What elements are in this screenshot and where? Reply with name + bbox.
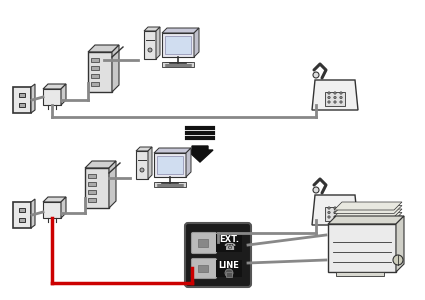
Polygon shape xyxy=(154,153,186,177)
Polygon shape xyxy=(144,27,160,31)
Polygon shape xyxy=(85,168,109,208)
Circle shape xyxy=(148,48,152,52)
Polygon shape xyxy=(61,84,66,105)
Polygon shape xyxy=(136,151,148,179)
Polygon shape xyxy=(43,197,66,202)
Circle shape xyxy=(313,72,319,78)
Circle shape xyxy=(340,207,342,209)
Bar xyxy=(91,82,99,86)
FancyBboxPatch shape xyxy=(192,259,216,278)
Polygon shape xyxy=(136,147,152,151)
Circle shape xyxy=(340,96,342,99)
Polygon shape xyxy=(334,206,402,214)
Bar xyxy=(19,103,25,107)
Bar xyxy=(165,36,191,54)
Bar xyxy=(19,218,25,222)
Bar xyxy=(19,93,25,97)
Polygon shape xyxy=(334,212,402,220)
Polygon shape xyxy=(148,147,152,179)
Polygon shape xyxy=(31,84,35,113)
Polygon shape xyxy=(112,45,119,92)
Polygon shape xyxy=(156,27,160,59)
Polygon shape xyxy=(186,148,191,177)
Polygon shape xyxy=(109,161,116,208)
Polygon shape xyxy=(13,202,31,228)
Polygon shape xyxy=(43,89,61,105)
Circle shape xyxy=(334,96,336,99)
Circle shape xyxy=(334,92,336,94)
Polygon shape xyxy=(396,216,404,272)
Polygon shape xyxy=(43,202,61,218)
Bar xyxy=(216,260,242,277)
Polygon shape xyxy=(328,216,404,224)
Polygon shape xyxy=(162,33,194,57)
Bar xyxy=(91,74,99,78)
Circle shape xyxy=(340,216,342,218)
Circle shape xyxy=(328,207,330,209)
Bar xyxy=(325,207,345,221)
Bar xyxy=(91,58,99,62)
Polygon shape xyxy=(43,84,66,89)
Circle shape xyxy=(334,207,336,209)
Polygon shape xyxy=(88,45,119,52)
Circle shape xyxy=(328,211,330,214)
Circle shape xyxy=(225,269,233,277)
Bar xyxy=(216,234,242,252)
Bar xyxy=(88,174,96,178)
Bar xyxy=(157,156,183,174)
Polygon shape xyxy=(194,28,199,57)
Bar xyxy=(88,182,96,186)
Circle shape xyxy=(328,96,330,99)
Circle shape xyxy=(328,101,330,103)
Polygon shape xyxy=(334,209,402,217)
Bar xyxy=(162,62,194,67)
Circle shape xyxy=(334,211,336,214)
FancyBboxPatch shape xyxy=(192,232,216,254)
Bar xyxy=(154,182,186,187)
Bar xyxy=(19,208,25,212)
Polygon shape xyxy=(162,28,199,33)
Text: LINE: LINE xyxy=(218,262,239,271)
Polygon shape xyxy=(154,148,191,153)
Polygon shape xyxy=(31,199,35,228)
Text: ☎: ☎ xyxy=(223,242,235,252)
Circle shape xyxy=(328,216,330,218)
Polygon shape xyxy=(312,80,358,110)
Polygon shape xyxy=(61,197,66,218)
Polygon shape xyxy=(144,31,156,59)
Bar xyxy=(88,198,96,202)
Circle shape xyxy=(313,187,319,193)
Circle shape xyxy=(334,101,336,103)
FancyBboxPatch shape xyxy=(185,223,251,287)
Polygon shape xyxy=(88,52,112,92)
Bar xyxy=(198,265,208,272)
Bar xyxy=(325,92,345,106)
Circle shape xyxy=(340,92,342,94)
Circle shape xyxy=(393,255,403,265)
FancyArrow shape xyxy=(187,146,213,162)
Bar xyxy=(88,190,96,194)
Bar xyxy=(336,272,384,276)
Polygon shape xyxy=(85,161,116,168)
Circle shape xyxy=(340,101,342,103)
Bar xyxy=(198,239,208,247)
Text: EXT.: EXT. xyxy=(219,236,239,244)
Circle shape xyxy=(340,211,342,214)
Polygon shape xyxy=(334,216,402,224)
Polygon shape xyxy=(328,224,396,272)
Circle shape xyxy=(334,216,336,218)
Bar xyxy=(91,66,99,70)
Circle shape xyxy=(328,92,330,94)
Circle shape xyxy=(140,168,144,172)
Polygon shape xyxy=(13,87,31,113)
Bar xyxy=(226,272,232,277)
Polygon shape xyxy=(334,202,402,210)
Polygon shape xyxy=(312,195,358,225)
